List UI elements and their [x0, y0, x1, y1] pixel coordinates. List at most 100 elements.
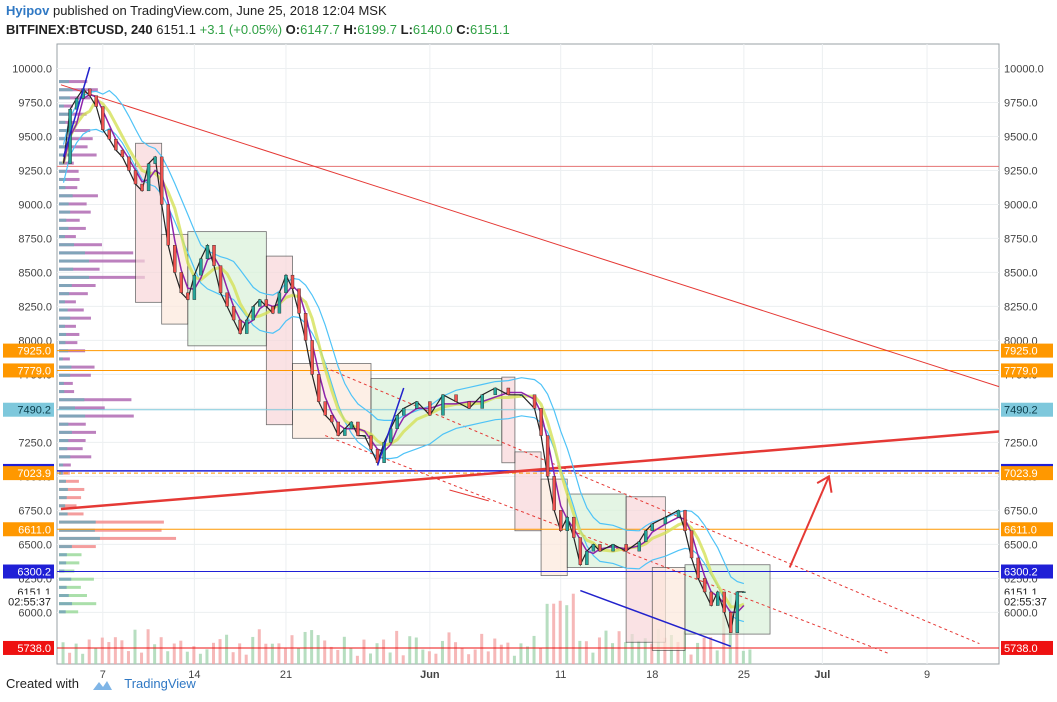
quote-line: BITFINEX:BTCUSD, 240 6151.1 +3.1 (+0.05%… [6, 22, 510, 37]
tradingview-logo-icon [92, 680, 112, 690]
volume-bar [133, 629, 137, 664]
range-box [566, 493, 627, 568]
y-tick-label-right: 8750.0 [1004, 233, 1038, 245]
volume-bar [297, 648, 301, 664]
profile-bar [59, 226, 86, 230]
profile-bar [59, 104, 73, 108]
profile-bar-inner [59, 194, 73, 198]
volume-bar [342, 636, 346, 664]
profile-bar-inner [59, 594, 69, 598]
level-label-left: 6611.0 [18, 524, 51, 536]
profile-bar [59, 112, 87, 116]
tradingview-link[interactable]: TradingView [124, 676, 196, 691]
level-label-right: 7779.0 [1004, 365, 1038, 377]
candle [199, 258, 203, 276]
candle [173, 245, 177, 273]
range-box [514, 451, 542, 532]
candle [565, 516, 569, 531]
profile-bar [59, 463, 71, 467]
profile-bar-inner [59, 365, 72, 369]
candle [729, 612, 733, 633]
volume-bar [388, 652, 392, 664]
volume-bar [375, 643, 379, 664]
volume-bar [440, 640, 444, 664]
profile-bar-inner [59, 398, 85, 402]
profile-bar-inner [59, 300, 65, 304]
profile-bar [59, 585, 81, 589]
profile-bar-inner [59, 528, 95, 532]
y-tick-label-right: 6000.0 [1004, 607, 1038, 619]
volume-bar [205, 649, 209, 664]
candle [179, 272, 183, 294]
volume-bar [735, 620, 739, 664]
profile-bar-inner [59, 341, 66, 345]
profile-bar-inner [59, 357, 63, 361]
volume-bar [722, 612, 726, 664]
profile-bar [59, 528, 162, 532]
profile-bar [59, 390, 75, 394]
volume-bar [257, 629, 261, 664]
candle [88, 88, 92, 96]
high-label: H: [343, 22, 358, 37]
profile-bar [59, 610, 79, 614]
candle [369, 435, 373, 450]
level-label-left: 5738.0 [17, 643, 51, 655]
profile-bar-inner [59, 308, 68, 312]
low-label: L: [400, 22, 413, 37]
author-link[interactable]: Hyipov [6, 3, 50, 18]
candle [231, 306, 236, 321]
profile-bar-inner [59, 577, 72, 581]
profile-bar [59, 218, 80, 222]
candle [310, 340, 314, 375]
volume-bar [552, 603, 556, 664]
candle [349, 421, 354, 429]
profile-bar-inner [59, 430, 72, 434]
candle [598, 544, 602, 552]
level-tag-left [3, 402, 54, 417]
volume-bar [473, 649, 477, 664]
profile-bar-inner [59, 104, 64, 108]
profile-bar-inner [59, 463, 64, 467]
candle [545, 435, 550, 477]
candle [702, 578, 707, 593]
y-tick-label-right: 9750.0 [1004, 97, 1038, 109]
profile-bar-inner [59, 275, 90, 279]
volume-bar [87, 639, 91, 664]
volume-bar [702, 637, 706, 664]
volume-bar [663, 637, 667, 664]
volume-bar [113, 637, 117, 664]
profile-bar-inner [59, 235, 65, 239]
ma-upper-band [62, 89, 745, 585]
profile-bar-inner [59, 504, 66, 508]
channel-line-upper [325, 367, 980, 645]
volume-bar [499, 644, 503, 664]
y-tick-label-right: 9250.0 [1004, 165, 1038, 177]
level-label-right: 7925.0 [1004, 346, 1038, 358]
created-with-text: Created with [6, 676, 79, 691]
y-tick-label-left: 10000.0 [12, 63, 52, 75]
profile-bar [59, 536, 177, 540]
candle [186, 292, 190, 300]
profile-bar-inner [59, 145, 70, 149]
candle [663, 516, 668, 525]
candle [683, 510, 687, 531]
range-box [651, 567, 686, 651]
candle [441, 394, 445, 416]
level-label-right: 6611.0 [1004, 524, 1037, 536]
profile-bar-inner [59, 406, 76, 410]
y-tick-label-right: 9500.0 [1004, 131, 1038, 143]
y-tick-label-left: 9250.0 [18, 165, 52, 177]
uptrend-line [60, 430, 1000, 511]
y-tick-label-left: 8750.0 [18, 233, 52, 245]
change-value: +3.1 (+0.05%) [199, 22, 283, 37]
symbol-label[interactable]: BITFINEX:BTCUSD, 240 [6, 22, 153, 37]
volume-bar [94, 648, 98, 664]
volume-bar [486, 651, 490, 664]
volume-bar [637, 640, 641, 664]
candle [689, 530, 694, 559]
profile-bar-inner [59, 129, 70, 133]
profile-bar-inner [59, 96, 70, 100]
y-tick-label-left: 8500.0 [18, 267, 52, 279]
profile-bar [59, 365, 95, 369]
